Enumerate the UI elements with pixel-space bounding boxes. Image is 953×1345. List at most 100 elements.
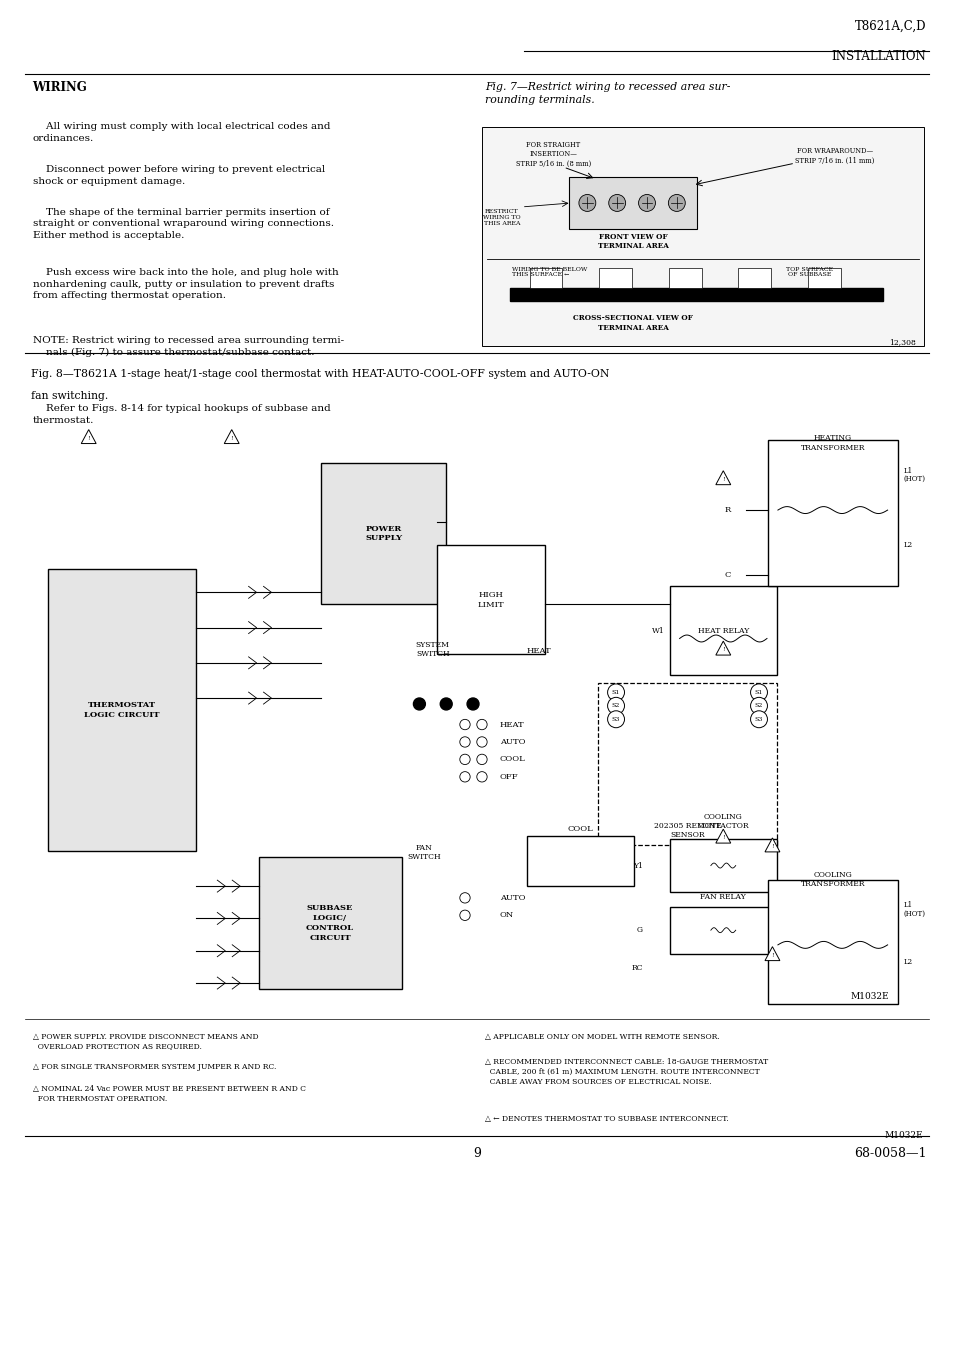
Circle shape [459, 772, 470, 781]
Text: COOL: COOL [499, 756, 525, 764]
Bar [481, 128, 923, 347]
Text: △ POWER SUPPLY. PROVIDE DISCONNECT MEANS AND
  OVERLOAD PROTECTION AS REQUIRED.: △ POWER SUPPLY. PROVIDE DISCONNECT MEANS… [32, 1033, 258, 1050]
Text: Fig. 7—Restrict wiring to recessed area sur-
rounding terminals.: Fig. 7—Restrict wiring to recessed area … [484, 82, 730, 105]
Text: HEAT RELAY: HEAT RELAY [697, 627, 748, 635]
Text: FOR WRAPAROUND—
STRIP 7/16 in. (11 mm): FOR WRAPAROUND— STRIP 7/16 in. (11 mm) [795, 147, 874, 164]
Bar [669, 907, 776, 954]
Circle shape [476, 720, 487, 730]
Circle shape [459, 893, 470, 902]
Circle shape [459, 737, 470, 746]
Circle shape [459, 911, 470, 920]
Text: WIRING TO BE BELOW
THIS SURFACE ←: WIRING TO BE BELOW THIS SURFACE ← [511, 266, 586, 277]
Text: HEAT: HEAT [499, 721, 524, 729]
Text: THERMOSTAT
LOGIC CIRCUIT: THERMOSTAT LOGIC CIRCUIT [85, 701, 160, 718]
Text: The shape of the terminal barrier permits insertion of
straight or conventional : The shape of the terminal barrier permit… [32, 208, 334, 239]
Text: fan switching.: fan switching. [30, 391, 108, 401]
Text: OFF: OFF [499, 773, 517, 781]
Bar [509, 288, 882, 300]
Circle shape [476, 737, 487, 746]
Text: 9: 9 [473, 1147, 480, 1159]
Text: △ FOR SINGLE TRANSFORMER SYSTEM JUMPER R AND RC.: △ FOR SINGLE TRANSFORMER SYSTEM JUMPER R… [32, 1064, 275, 1072]
Text: 12,308: 12,308 [888, 339, 916, 347]
Text: CROSS-SECTIONAL VIEW OF
TERMINAL AREA: CROSS-SECTIONAL VIEW OF TERMINAL AREA [573, 315, 692, 332]
Text: !: ! [770, 843, 773, 849]
Polygon shape [81, 429, 96, 444]
Text: ON: ON [499, 912, 514, 919]
Text: !: ! [721, 476, 724, 482]
Text: SYSTEM
SWITCH: SYSTEM SWITCH [416, 640, 449, 658]
Text: S1: S1 [754, 690, 762, 695]
Circle shape [578, 195, 596, 211]
Text: L2: L2 [902, 541, 912, 549]
Text: Y1: Y1 [632, 862, 642, 870]
Circle shape [668, 195, 684, 211]
Text: !: ! [231, 436, 233, 441]
Bar [598, 683, 776, 845]
Text: COOLING
TRANSFORMER: COOLING TRANSFORMER [800, 872, 864, 888]
Text: COOL: COOL [567, 826, 593, 833]
Circle shape [750, 710, 766, 728]
Circle shape [638, 195, 655, 211]
Circle shape [459, 720, 470, 730]
Text: FRONT VIEW OF
TERMINAL AREA: FRONT VIEW OF TERMINAL AREA [597, 233, 668, 250]
Text: 68-0058—1: 68-0058—1 [853, 1147, 925, 1159]
Text: !: ! [770, 952, 773, 958]
Bar [49, 569, 195, 851]
Polygon shape [224, 429, 239, 444]
Polygon shape [715, 829, 730, 843]
Text: △ ← DENOTES THERMOSTAT TO SUBBASE INTERCONNECT.: △ ← DENOTES THERMOSTAT TO SUBBASE INTERC… [484, 1115, 728, 1123]
Polygon shape [715, 471, 730, 484]
Bar [669, 839, 776, 892]
Bar [767, 440, 897, 586]
Text: !: ! [721, 835, 724, 841]
Text: WIRING: WIRING [32, 82, 88, 94]
Text: R: R [724, 506, 730, 514]
Bar [598, 268, 632, 288]
Polygon shape [715, 642, 730, 655]
Bar [436, 545, 544, 654]
Circle shape [467, 698, 478, 710]
Circle shape [750, 697, 766, 714]
Circle shape [750, 683, 766, 701]
Text: COOLING
CONTACTOR: COOLING CONTACTOR [697, 814, 748, 830]
Text: HIGH
LIMIT: HIGH LIMIT [477, 590, 504, 608]
Bar [321, 463, 446, 604]
Bar [767, 880, 897, 1003]
Text: TOP SURFACE
OF SUBBASE: TOP SURFACE OF SUBBASE [785, 266, 833, 277]
Text: W1: W1 [651, 627, 664, 635]
Circle shape [608, 195, 625, 211]
Circle shape [607, 683, 624, 701]
Bar [668, 268, 701, 288]
Polygon shape [764, 838, 780, 851]
Text: S1: S1 [611, 690, 619, 695]
Text: HEATING
TRANSFORMER: HEATING TRANSFORMER [800, 434, 864, 452]
Text: POWER
SUPPLY: POWER SUPPLY [365, 525, 402, 542]
Text: SUBBASE
LOGIC/
CONTROL
CIRCUIT: SUBBASE LOGIC/ CONTROL CIRCUIT [306, 904, 354, 941]
Text: Disconnect power before wiring to prevent electrical
shock or equipment damage.: Disconnect power before wiring to preven… [32, 165, 325, 186]
Text: NOTE: Restrict wiring to recessed area surrounding termi-
    nals (Fig. 7) to a: NOTE: Restrict wiring to recessed area s… [32, 336, 343, 356]
Text: S2: S2 [611, 703, 619, 709]
Text: !: ! [88, 436, 90, 441]
Text: !: ! [721, 647, 724, 652]
Text: Refer to Figs. 8-14 for typical hookups of subbase and
thermostat.: Refer to Figs. 8-14 for typical hookups … [32, 404, 330, 425]
Circle shape [459, 755, 470, 764]
Text: M1032E: M1032E [883, 1131, 923, 1141]
Bar [526, 837, 633, 886]
Circle shape [476, 755, 487, 764]
Text: C: C [724, 570, 730, 578]
Text: △ NOMINAL 24 Vac POWER MUST BE PRESENT BETWEEN R AND C
  FOR THERMOSTAT OPERATIO: △ NOMINAL 24 Vac POWER MUST BE PRESENT B… [32, 1085, 305, 1103]
Text: All wiring must comply with local electrical codes and
ordinances.: All wiring must comply with local electr… [32, 122, 330, 143]
Text: L1
(HOT): L1 (HOT) [902, 467, 924, 483]
Text: Fig. 8—T8621A 1-stage heat/1-stage cool thermostat with HEAT-AUTO-COOL-OFF syste: Fig. 8—T8621A 1-stage heat/1-stage cool … [30, 370, 608, 379]
Text: M1032E: M1032E [849, 991, 887, 1001]
Text: L2: L2 [902, 959, 912, 967]
Bar [258, 857, 401, 989]
Circle shape [607, 710, 624, 728]
Text: 202305 REMOTE
SENSOR: 202305 REMOTE SENSOR [653, 822, 720, 839]
Text: RESTRICT
WIRING TO
THIS AREA: RESTRICT WIRING TO THIS AREA [482, 208, 520, 226]
Text: L1
(HOT): L1 (HOT) [902, 901, 924, 917]
Text: T8621A,C,D: T8621A,C,D [854, 20, 925, 32]
Circle shape [413, 698, 425, 710]
Bar [529, 268, 562, 288]
Text: S3: S3 [611, 717, 619, 722]
